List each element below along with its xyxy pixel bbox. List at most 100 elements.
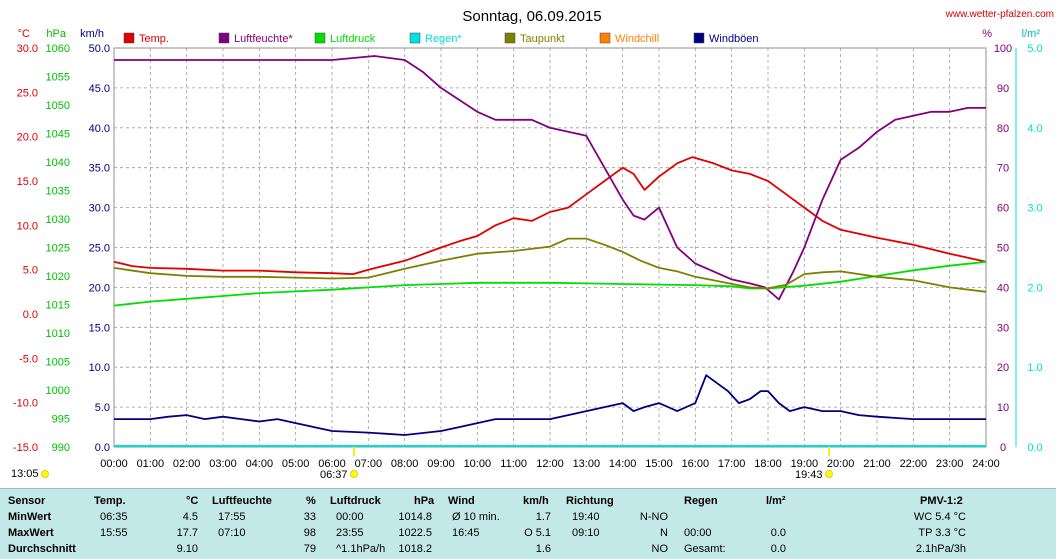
stats-header-wind: Wind — [448, 495, 475, 507]
rain-tick-label-2: 3.0 — [1027, 203, 1042, 215]
wind-tick-label-9: 5.0 — [95, 402, 110, 414]
stats-header-pressure-unit: hPa — [414, 495, 435, 507]
temp-tick-label-3: 15.0 — [17, 176, 38, 188]
stats-label-2: Durchschnitt — [8, 543, 76, 555]
sunset-time-label: 19:43 — [795, 469, 823, 481]
x-tick-label-22: 22:00 — [900, 458, 928, 470]
wind-tick-label-3: 35.0 — [89, 163, 110, 175]
stats-temp-time-0: 06:35 — [100, 511, 128, 523]
stats-dir-time-1: 09:10 — [572, 527, 600, 539]
legend-swatch-6 — [693, 32, 705, 44]
series-taupunkt-line — [113, 237, 987, 293]
pressure-axis-unit: hPa — [46, 28, 66, 40]
weather-chart: Sonntag, 06.09.2015 www.wetter-pfalzen.c… — [11, 8, 1054, 481]
wind-tick-label-8: 10.0 — [89, 362, 110, 374]
rain-tick-label-1: 4.0 — [1027, 123, 1042, 135]
temp-tick-label-9: -15.0 — [13, 442, 38, 454]
stats-dir-val-1: N — [660, 527, 668, 539]
legend-label-4: Taupunkt — [520, 33, 565, 45]
stats-wind-val-0: 1.7 — [535, 511, 551, 523]
stats-rain-time-2: Gesamt: — [684, 543, 726, 555]
stats-pmv-2: 2.1hPa/3h — [915, 543, 966, 555]
x-tick-label-18: 18:00 — [754, 458, 782, 470]
humidity-tick-label-0: 100 — [994, 43, 1012, 55]
legend-swatch-1 — [218, 32, 230, 44]
rain-tick-label-5: 0.0 — [1027, 442, 1042, 454]
stats-header-wind-unit: km/h — [523, 495, 549, 507]
humidity-tick-label-1: 90 — [997, 83, 1009, 95]
temp-tick-label-2: 20.0 — [17, 132, 38, 144]
x-tick-label-15: 15:00 — [645, 458, 673, 470]
stats-rain-val-2: 0.0 — [770, 543, 786, 555]
stats-pmv-1: TP 3.3 °C — [918, 527, 966, 539]
stats-wind-label-0: Ø 10 min. — [452, 511, 500, 523]
legend-label-1: Luftfeuchte* — [234, 33, 293, 45]
x-tick-label-14: 14:00 — [609, 458, 637, 470]
legend-label-6: Windböen — [709, 33, 759, 45]
pressure-tick-label-8: 1020 — [46, 271, 70, 283]
stats-wind-val-1: O 5.1 — [524, 527, 551, 539]
x-tick-label-5: 05:00 — [282, 458, 310, 470]
stats-header-sensor: Sensor — [8, 495, 46, 507]
legend-swatch-3 — [409, 32, 421, 44]
temp-tick-label-4: 10.0 — [17, 220, 38, 232]
pressure-tick-label-2: 1050 — [46, 100, 70, 112]
humidity-tick-label-4: 60 — [997, 203, 1009, 215]
legend-label-5: Windchill — [615, 33, 659, 45]
pressure-tick-label-0: 1060 — [46, 43, 70, 55]
humidity-tick-label-7: 30 — [997, 322, 1009, 334]
wind-tick-label-5: 25.0 — [89, 243, 110, 255]
stats-temp-time-1: 15:55 — [100, 527, 128, 539]
stats-header-rain-unit: l/m² — [766, 495, 786, 507]
stats-press-val-1: 1022.5 — [398, 527, 432, 539]
humidity-tick-label-2: 80 — [997, 123, 1009, 135]
stats-hum-val-0: 33 — [303, 511, 316, 523]
x-tick-label-10: 10:00 — [464, 458, 492, 470]
x-tick-label-8: 08:00 — [391, 458, 419, 470]
x-tick-label-6: 06:00 — [318, 458, 346, 470]
legend: Temp. Luftfeuchte* Luftdruck Regen* Taupunkt… — [123, 32, 759, 45]
x-tick-label-11: 11:00 — [500, 458, 527, 470]
wind-tick-label-2: 40.0 — [89, 123, 110, 135]
stats-temp-val-2: 9.10 — [176, 543, 198, 555]
x-tick-label-23: 23:00 — [936, 458, 964, 470]
series-luftdruck-line — [113, 260, 987, 307]
stats-press-time-0: 00:00 — [336, 511, 364, 523]
sunrise-sun-icon — [350, 470, 358, 478]
site-name[interactable]: www.wetter-pfalzen.com — [945, 9, 1054, 20]
x-tick-label-17: 17:00 — [718, 458, 746, 470]
x-tick-label-1: 01:00 — [137, 458, 165, 470]
rain-axis-unit: l/m² — [1022, 28, 1041, 40]
pressure-tick-label-5: 1035 — [46, 186, 70, 198]
x-tick-label-12: 12:00 — [536, 458, 564, 470]
x-tick-label-3: 03:00 — [209, 458, 237, 470]
stats-header-temp-unit: °C — [186, 495, 199, 507]
humidity-tick-label-3: 70 — [997, 163, 1009, 175]
x-axis: 00:00 01:00 02:00 03:00 04:00 05:00 06:00 07:00… — [100, 458, 1000, 470]
legend-label-2: Luftdruck — [330, 33, 376, 45]
start-time-label: 13:05 — [11, 468, 39, 480]
stats-header-humidity-unit: % — [306, 495, 316, 507]
pressure-tick-label-1: 1055 — [46, 72, 70, 84]
x-tick-label-19: 19:00 — [791, 458, 819, 470]
wind-axis-unit: km/h — [80, 28, 104, 40]
rain-tick-label-0: 5.0 — [1027, 43, 1042, 55]
stats-dir-val-0: N-NO — [639, 511, 668, 523]
legend-swatch-0 — [123, 32, 135, 44]
humidity-tick-label-10: 0 — [1000, 442, 1006, 454]
temp-tick-label-0: 30.0 — [17, 43, 38, 55]
stats-hum-time-1: 07:10 — [218, 527, 246, 539]
start-sun-icon — [41, 470, 49, 478]
humidity-tick-label-5: 50 — [997, 243, 1009, 255]
wind-tick-label-0: 50.0 — [89, 43, 110, 55]
temp-tick-label-8: -10.0 — [13, 398, 38, 410]
stats-press-time-2: ^1.1hPa/h — [336, 543, 386, 555]
pressure-tick-label-7: 1025 — [46, 243, 70, 255]
series-windböen-line — [114, 374, 986, 436]
sunset-sun-icon — [825, 470, 833, 478]
temp-tick-label-1: 25.0 — [17, 87, 38, 99]
stats-press-time-1: 23:55 — [336, 527, 364, 539]
stats-dir-val-2: NO — [651, 543, 669, 555]
sunrise-time-label: 06:37 — [320, 469, 348, 481]
stats-header-pmv: PMV-1:2 — [920, 495, 963, 507]
